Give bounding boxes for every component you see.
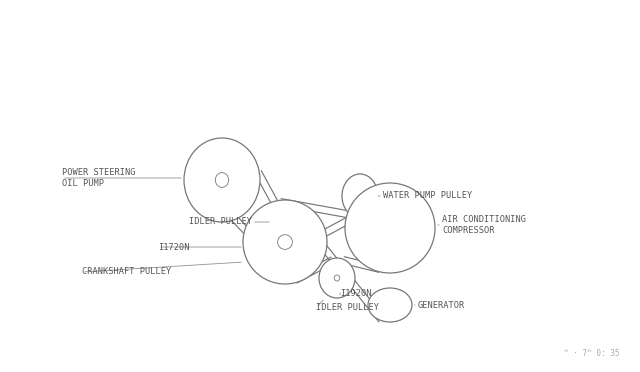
Text: CRANKSHAFT PULLEY: CRANKSHAFT PULLEY	[82, 267, 172, 276]
Text: I1920N: I1920N	[340, 289, 371, 298]
Ellipse shape	[215, 173, 228, 187]
Text: I1720N: I1720N	[158, 243, 189, 251]
Text: WATER PUMP PULLEY: WATER PUMP PULLEY	[383, 192, 472, 201]
Ellipse shape	[345, 183, 435, 273]
Ellipse shape	[334, 275, 340, 281]
Ellipse shape	[342, 174, 378, 218]
Ellipse shape	[243, 200, 327, 284]
Text: POWER STEERING
OIL PUMP: POWER STEERING OIL PUMP	[62, 168, 136, 188]
Ellipse shape	[368, 288, 412, 322]
Text: IDLER PULLEY: IDLER PULLEY	[189, 218, 252, 227]
Text: GENERATOR: GENERATOR	[418, 301, 465, 310]
Ellipse shape	[319, 258, 355, 298]
Text: AIR CONDITIONING
COMPRESSOR: AIR CONDITIONING COMPRESSOR	[442, 215, 526, 235]
Ellipse shape	[272, 201, 308, 245]
Ellipse shape	[184, 138, 260, 222]
Text: IDLER PULLEY: IDLER PULLEY	[316, 304, 379, 312]
Ellipse shape	[278, 235, 292, 249]
Text: ^ · 7^ 0: 35: ^ · 7^ 0: 35	[564, 349, 620, 358]
